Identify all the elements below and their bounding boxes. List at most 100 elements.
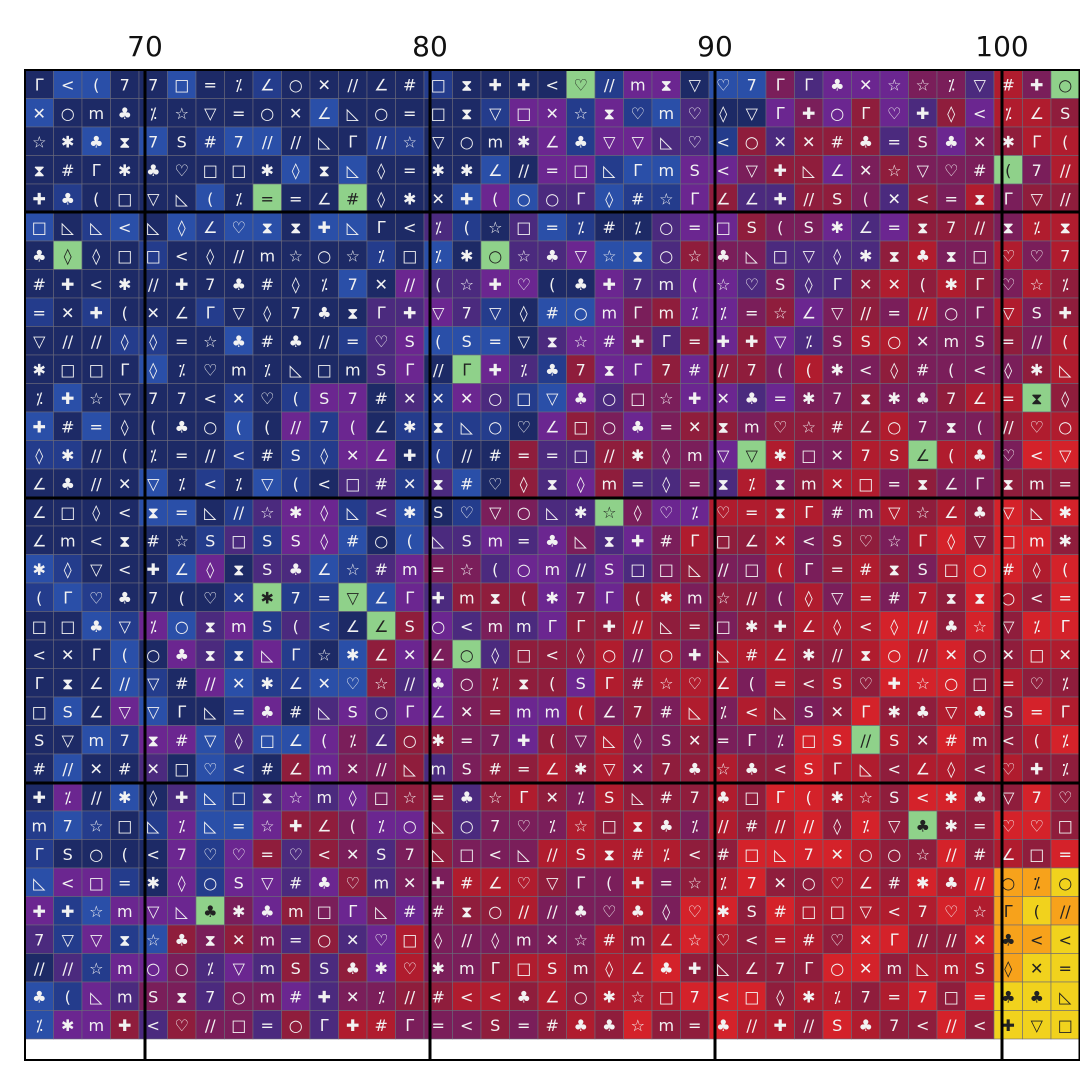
pattern-symbol: ♣ [118, 104, 132, 123]
pattern-cell [395, 98, 425, 128]
pattern-symbol: ⁒ [805, 332, 812, 351]
pattern-cell [338, 411, 368, 441]
pattern-cell [366, 896, 396, 926]
pattern-symbol: S [861, 332, 871, 351]
pattern-cell [965, 867, 995, 897]
pattern-symbol: ♡ [289, 845, 303, 864]
pattern-symbol: ♣ [545, 246, 559, 265]
pattern-symbol: m [459, 588, 475, 607]
pattern-cell [822, 525, 852, 555]
pattern-symbol: ○ [1058, 873, 1072, 892]
pattern-symbol: □ [773, 246, 788, 265]
pattern-symbol: m [459, 959, 475, 978]
pattern-symbol: ᒥ [690, 189, 699, 208]
pattern-cell [566, 668, 596, 698]
pattern-cell [167, 183, 197, 213]
pattern-symbol: S [490, 1016, 500, 1035]
pattern-symbol: ✕ [774, 132, 787, 151]
pattern-symbol: ◊ [833, 617, 841, 636]
pattern-symbol: m [858, 503, 874, 522]
pattern-cell [879, 611, 909, 641]
pattern-cell [794, 867, 824, 897]
pattern-symbol: m [687, 446, 703, 465]
pattern-symbol: ⧗ [604, 531, 615, 550]
pattern-symbol: 7 [234, 132, 244, 151]
pattern-cell [252, 696, 282, 726]
pattern-symbol: ∠ [802, 303, 816, 322]
pattern-symbol: ✱ [460, 246, 473, 265]
pattern-cell [936, 269, 966, 299]
pattern-symbol: ⧗ [176, 987, 187, 1006]
pattern-symbol: ○ [859, 845, 873, 864]
pattern-cell [81, 411, 111, 441]
pattern-cell [1050, 269, 1080, 299]
pattern-symbol: ✕ [717, 389, 730, 408]
pattern-symbol: ⧗ [775, 474, 786, 493]
pattern-symbol: ⧗ [718, 417, 729, 436]
pattern-cell [537, 269, 567, 299]
pattern-symbol: # [33, 275, 46, 294]
pattern-symbol: S [918, 560, 928, 579]
pattern-cell [281, 810, 311, 840]
pattern-symbol: □ [231, 161, 246, 180]
pattern-symbol: ▽ [90, 930, 103, 949]
pattern-cell [623, 411, 653, 441]
pattern-symbol: ✱ [1030, 360, 1043, 379]
pattern-symbol: ◺ [347, 104, 360, 123]
pattern-symbol: ᒥ [605, 674, 614, 693]
pattern-symbol: 7 [576, 588, 586, 607]
pattern-symbol: ♣ [574, 1016, 588, 1035]
pattern-symbol: ✕ [973, 132, 986, 151]
pattern-cell [594, 896, 624, 926]
pattern-cell [851, 753, 881, 783]
pattern-cell [1022, 411, 1052, 441]
pattern-cell [195, 383, 225, 413]
pattern-symbol: ✱ [517, 132, 530, 151]
pattern-symbol: // [91, 446, 102, 465]
pattern-cell [309, 867, 339, 897]
pattern-symbol: ◺ [689, 560, 702, 579]
pattern-symbol: S [234, 873, 244, 892]
pattern-cell [366, 668, 396, 698]
pattern-symbol: ᒥ [320, 1016, 329, 1035]
pattern-symbol: 7 [946, 389, 956, 408]
pattern-cell [110, 953, 140, 983]
pattern-symbol: ♣ [745, 389, 759, 408]
pattern-symbol: m [658, 303, 674, 322]
pattern-cell [936, 98, 966, 128]
pattern-cell [993, 839, 1023, 869]
pattern-cell [680, 639, 710, 669]
pattern-symbol: ♣ [32, 987, 46, 1006]
pattern-symbol: m [259, 246, 275, 265]
pattern-symbol: ⧗ [461, 104, 472, 123]
pattern-symbol: ( [806, 360, 812, 379]
pattern-symbol: // [62, 959, 73, 978]
pattern-cell [765, 725, 795, 755]
pattern-cell [879, 212, 909, 242]
pattern-symbol: ⁒ [178, 474, 185, 493]
pattern-symbol: # [1002, 560, 1015, 579]
pattern-symbol: ⁒ [321, 275, 328, 294]
pattern-symbol: S [348, 702, 358, 721]
pattern-symbol: < [375, 503, 388, 522]
pattern-symbol: = [118, 873, 131, 892]
pattern-symbol: ▽ [945, 702, 958, 721]
pattern-cell [993, 468, 1023, 498]
pattern-symbol: S [832, 731, 842, 750]
pattern-cell [1050, 753, 1080, 783]
pattern-symbol: ( [350, 816, 356, 835]
pattern-symbol: ☆ [602, 246, 616, 265]
pattern-symbol: ⁒ [549, 816, 556, 835]
column-ruler: 70 80 90 100 [0, 0, 1080, 70]
pattern-symbol: = [1059, 845, 1072, 864]
pattern-symbol: ▽ [204, 104, 217, 123]
pattern-symbol: ✚ [1030, 75, 1043, 94]
pattern-symbol: ⁒ [577, 788, 584, 807]
pattern-symbol: ▽ [432, 303, 445, 322]
pattern-cell [623, 212, 653, 242]
pattern-symbol: = [546, 218, 559, 237]
pattern-cell [452, 953, 482, 983]
pattern-cell [509, 440, 539, 470]
pattern-symbol: ⁒ [36, 389, 43, 408]
